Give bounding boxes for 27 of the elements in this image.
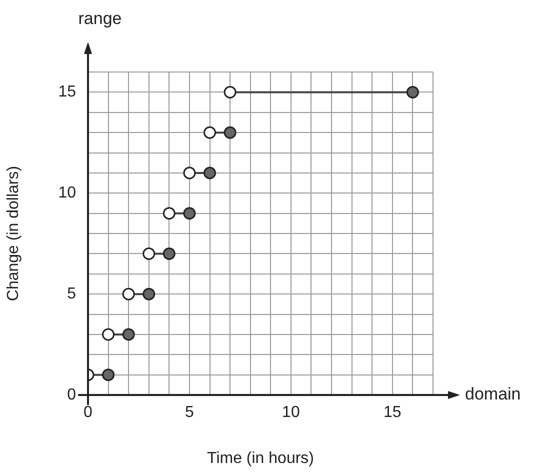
point (142, 247, 156, 260)
y-tick-label: 0 (67, 386, 76, 404)
point (142, 288, 156, 300)
y-axis-title: Change (in dollars) (5, 166, 22, 302)
x-tick-label: 10 (282, 404, 300, 422)
point (224, 86, 236, 98)
point (406, 86, 419, 98)
point (183, 207, 196, 220)
x-tick-label: 15 (384, 404, 402, 422)
point (162, 247, 176, 260)
point (102, 328, 115, 341)
point (162, 207, 176, 220)
y-tick-label: 10 (58, 184, 76, 202)
x-tick-label: 5 (185, 404, 194, 422)
text: range (78, 9, 122, 28)
point (102, 368, 115, 382)
point (122, 288, 135, 300)
x-axis-title: Time (in hours) (207, 450, 314, 467)
point (224, 126, 236, 139)
point (122, 328, 135, 341)
x-tick-label: 0 (84, 404, 93, 422)
point (204, 126, 216, 139)
y-tick-label: 15 (58, 84, 76, 101)
point (183, 166, 196, 180)
text: domain (465, 384, 521, 404)
point (204, 166, 216, 180)
y-tick-label: 5 (67, 285, 76, 302)
